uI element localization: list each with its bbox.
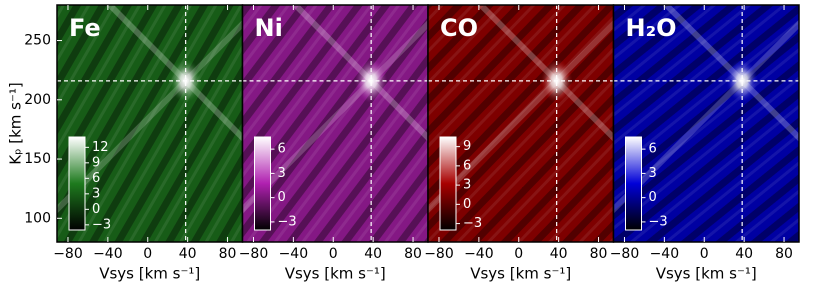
x-axis-label: Vsys [km s⁻¹]: [656, 265, 757, 283]
colorbar-tick-label: 3: [92, 186, 100, 201]
x-tick-label: −80: [610, 246, 640, 262]
colorbar-tick-label: 12: [92, 140, 109, 155]
panel-frame: [612, 4, 800, 243]
x-tick-label: 80: [590, 246, 608, 262]
colorbar-tick-label: 3: [463, 178, 471, 193]
panel-title: CO: [440, 14, 478, 42]
y-tick-label: 200: [24, 92, 51, 108]
colorbar-tick-label: 0: [92, 202, 100, 217]
colorbar: [625, 136, 642, 231]
x-tick-label: −40: [93, 246, 123, 262]
panel-title: Fe: [69, 14, 101, 42]
heatmap-panel: [57, 5, 243, 242]
x-tick-label: −80: [239, 246, 269, 262]
x-tick-label: 0: [700, 246, 709, 262]
x-tick-label: 0: [329, 246, 338, 262]
colorbar-tick-label: 0: [278, 190, 286, 205]
x-axis-label: Vsys [km s⁻¹]: [99, 265, 200, 283]
y-tick-label: 150: [24, 151, 51, 167]
heatmap-texture: [428, 5, 614, 242]
x-tick-label: −40: [650, 246, 680, 262]
y-tick-label: 250: [24, 33, 51, 49]
colorbar-tick-label: 3: [649, 166, 657, 181]
colorbar: [254, 136, 271, 231]
colorbar: [68, 136, 86, 231]
heatmap-panel: [428, 5, 614, 242]
panel-title: Ni: [255, 14, 283, 42]
x-axis-label: Vsys [km s⁻¹]: [285, 265, 386, 283]
colorbar-tick-label: 0: [463, 197, 471, 212]
x-tick-label: −80: [424, 246, 454, 262]
heatmap-texture: [242, 5, 428, 242]
colorbar-tick-label: 6: [92, 171, 100, 186]
colorbar-tick-label: 6: [463, 158, 471, 173]
x-axis-label: Vsys [km s⁻¹]: [470, 265, 571, 283]
y-axis-label: Kₚ [km s⁻¹]: [7, 82, 25, 165]
x-tick-label: −80: [53, 246, 83, 262]
colorbar-tick-label: −3: [92, 217, 111, 232]
colorbar-tick-label: 0: [649, 190, 657, 205]
colorbar-tick-label: 9: [92, 155, 100, 170]
heatmap-texture: [613, 5, 799, 242]
panel-title: H₂O: [626, 14, 677, 42]
colorbar-tick-label: −3: [463, 216, 482, 231]
x-tick-label: 80: [404, 246, 422, 262]
y-tick-label: 100: [24, 210, 51, 226]
colorbar-tick-label: −3: [278, 214, 297, 229]
x-tick-label: 80: [219, 246, 237, 262]
x-tick-label: 80: [775, 246, 793, 262]
heatmap-texture: [57, 5, 243, 242]
colorbar: [439, 136, 457, 231]
x-tick-label: −40: [464, 246, 494, 262]
colorbar-tick-label: 6: [649, 142, 657, 157]
heatmap-panel: [613, 5, 799, 242]
colorbar-tick-label: 6: [278, 142, 286, 157]
x-tick-label: 0: [143, 246, 152, 262]
colorbar-tick-label: 3: [278, 166, 286, 181]
x-tick-label: 40: [179, 246, 197, 262]
x-tick-label: −40: [279, 246, 309, 262]
x-tick-label: 40: [735, 246, 753, 262]
x-tick-label: 40: [364, 246, 382, 262]
colorbar-tick-label: 9: [463, 139, 471, 154]
x-tick-label: 0: [514, 246, 523, 262]
colorbar-tick-label: −3: [649, 214, 668, 229]
x-tick-label: 40: [550, 246, 568, 262]
